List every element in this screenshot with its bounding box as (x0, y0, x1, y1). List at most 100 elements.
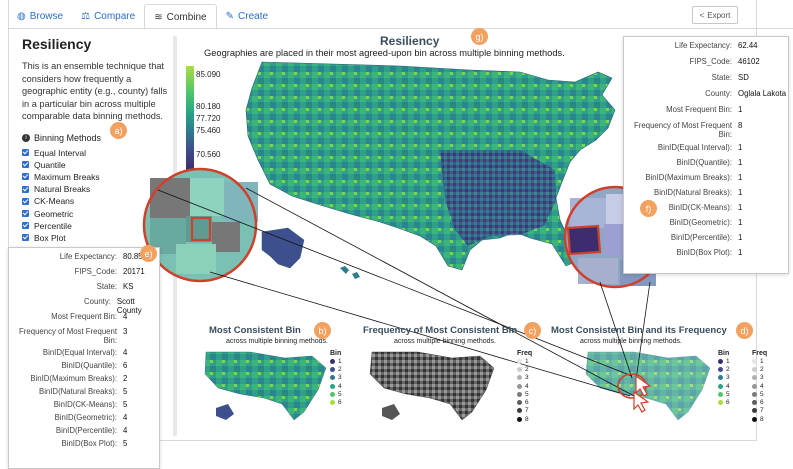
method-label: Maximum Breaks (34, 171, 100, 182)
checkbox[interactable] (22, 210, 29, 218)
tooltip-value: 3 (123, 327, 128, 336)
freq-legend-item: 7 (752, 407, 767, 415)
checkbox[interactable] (22, 222, 29, 230)
bin-legend-item: 5 (718, 390, 730, 398)
bin-legend-item: 2 (330, 365, 342, 373)
freq-legend-item: 6 (752, 398, 767, 406)
tooltip-key: State: (96, 282, 117, 291)
export-label: Export (707, 10, 731, 20)
balance-scale-icon: ⚖ (81, 10, 91, 22)
selected-county-outline-right (566, 224, 602, 256)
freq-legend-item: 4 (517, 382, 532, 390)
main-map-southeast-region (440, 150, 556, 246)
bin-legend-item: 6 (718, 398, 730, 406)
connector-lines (157, 187, 651, 397)
method-ck-means[interactable]: CK-Means (22, 195, 168, 207)
legend-tick: 70.560 (196, 150, 221, 159)
tooltip-value: 4 (123, 413, 128, 422)
checkbox[interactable] (22, 161, 29, 169)
freq-legend-item: 8 (517, 415, 532, 423)
method-quantile[interactable]: Quantile (22, 159, 168, 171)
freq-legend-item: 8 (752, 415, 767, 423)
tab-compare-label: Compare (94, 10, 136, 22)
annotation-badge-e: e) (140, 245, 157, 262)
bin-legend-item: 1 (330, 357, 342, 365)
small-map-title-1: Most Consistent Bin (209, 325, 301, 336)
method-box-plot[interactable]: Box Plot (22, 232, 168, 244)
tooltip-key: BinID(Box Plot): (61, 439, 117, 448)
small-map-most-consistent-bin[interactable] (204, 351, 327, 421)
method-percentile[interactable]: Percentile (22, 220, 168, 232)
checkbox[interactable] (22, 185, 29, 193)
tooltip-value: 20171 (123, 267, 145, 276)
tooltip-value: 5 (123, 387, 128, 396)
tab-browse-label: Browse (29, 10, 64, 22)
tooltip-key: BinID(Natural Breaks): (654, 188, 732, 197)
tooltip-key: Most Frequent Bin: (51, 312, 117, 321)
tooltip-key: Most Frequent Bin: (666, 105, 732, 114)
freq-legend-item: 5 (517, 390, 532, 398)
checkbox[interactable] (22, 197, 29, 205)
color-legend: 85.090 80.180 77.720 75.460 70.560 (186, 66, 236, 176)
annotation-badge-f: f) (640, 200, 657, 217)
tooltip-key: BinID(Geometric): (54, 413, 117, 422)
tooltip-oglala-lakota: Life Expectancy: 62.44 FIPS_Code: 46102 St… (623, 36, 789, 274)
tab-divider (8, 28, 793, 29)
freq-legend-item: 5 (752, 390, 767, 398)
export-button[interactable]: < Export (692, 6, 738, 24)
annotation-badge-g: g) (471, 28, 488, 45)
freq-legend-item: 1 (752, 357, 767, 365)
bin-legend-item: 3 (330, 374, 342, 382)
method-label: CK-Means (34, 196, 75, 207)
method-natural-breaks[interactable]: Natural Breaks (22, 183, 168, 195)
checkbox[interactable] (22, 173, 29, 181)
main-map-alaska[interactable] (261, 227, 305, 269)
tooltip-key: FIPS_Code: (74, 267, 117, 276)
tooltip-key: County: (84, 297, 111, 306)
tooltip-value: 1 (738, 233, 743, 242)
method-list: Equal Interval Quantile Maximum Breaks N… (22, 147, 168, 245)
freq-legend-3: Freq 1 2 3 4 5 6 7 8 (752, 350, 767, 423)
method-geometric[interactable]: Geometric (22, 207, 168, 219)
annotation-badge-b: b) (314, 322, 331, 339)
tooltip-value: 1 (738, 173, 743, 182)
small-map-2-alaska (382, 404, 400, 420)
info-icon: i (22, 133, 30, 142)
tooltip-value: 80.85 (123, 252, 143, 261)
main-map-hawaii[interactable] (340, 266, 360, 279)
tooltip-value: 1 (738, 158, 743, 167)
layers-icon: ≋ (154, 11, 163, 23)
tooltip-value: Scott County (116, 297, 142, 315)
tooltip-key: Frequency of Most Frequent Bin: (19, 327, 117, 345)
tooltip-value: SD (738, 73, 749, 82)
method-label: Box Plot (34, 232, 66, 243)
small-map-title-2: Frequency of Most Consistent Bin (363, 325, 518, 336)
tooltip-value: 1 (738, 105, 743, 114)
tab-combine[interactable]: ≋ Combine (144, 4, 217, 30)
tooltip-value: KS (123, 282, 134, 291)
bin-legend-item: 5 (330, 390, 342, 398)
checkbox[interactable] (22, 234, 29, 242)
tooltip-key: BinID(Equal Interval): (42, 348, 117, 357)
tab-compare[interactable]: ⚖ Compare (72, 4, 144, 28)
tab-browse[interactable]: ◍ Browse (8, 4, 72, 28)
tab-create[interactable]: ✎ Create (217, 4, 277, 28)
tab-combine-label: Combine (166, 11, 207, 23)
method-maximum-breaks[interactable]: Maximum Breaks (22, 171, 168, 183)
small-map-subtitle-3: across multiple binning methods. (580, 338, 682, 345)
checkbox[interactable] (22, 149, 29, 157)
tooltip-key: BinID(Natural Breaks): (39, 387, 117, 396)
legend-tick: 75.460 (196, 126, 221, 135)
bin-legend-item: 3 (718, 374, 730, 382)
edit-icon: ✎ (225, 10, 235, 22)
small-map-frequency[interactable] (369, 351, 495, 421)
method-label: Quantile (34, 159, 66, 170)
bin-legend-item: 2 (718, 365, 730, 373)
legend-gradient (186, 66, 194, 170)
sidebar-title: Resiliency (22, 36, 92, 52)
method-equal-interval[interactable]: Equal Interval (22, 147, 168, 159)
freq-legend-heading: Freq (517, 350, 533, 357)
tooltip-key: BinID(Box Plot): (676, 248, 732, 257)
selected-county-outline (190, 216, 212, 242)
